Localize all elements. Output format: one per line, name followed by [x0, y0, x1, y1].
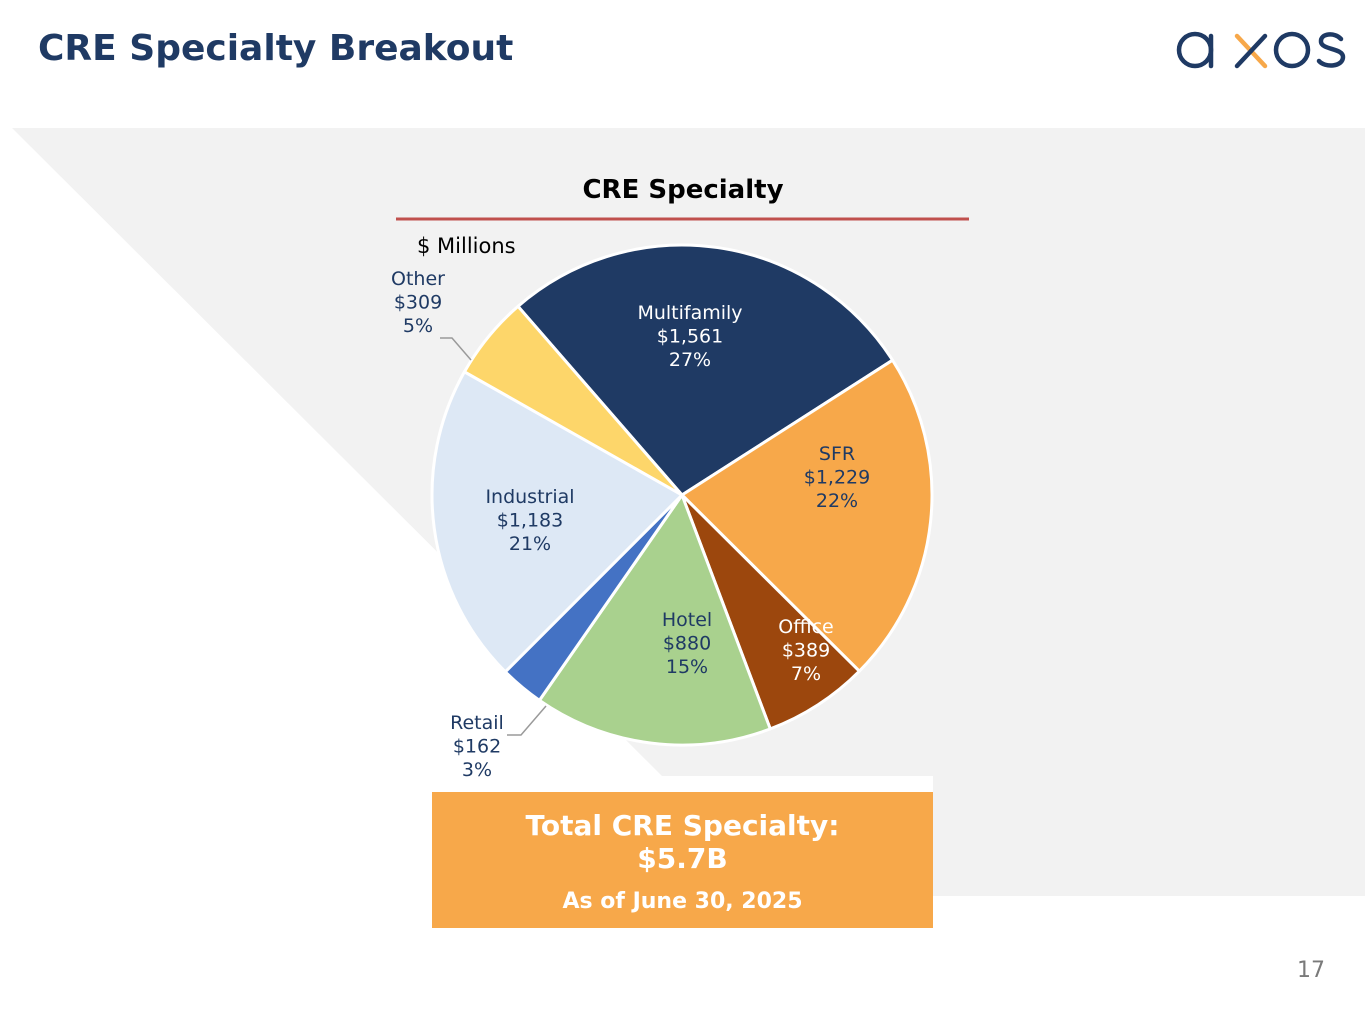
- leader-line-other: [440, 337, 472, 361]
- slice-label-industrial: Industrial $1,183 21%: [485, 486, 574, 555]
- pie-slice-multifamily: [516, 243, 895, 497]
- chart-title: CRE Specialty: [582, 175, 783, 205]
- slice-label-other: Other $309 5%: [391, 268, 445, 337]
- pie-slice-sfr: [680, 358, 934, 673]
- axos-logo: [1176, 31, 1346, 69]
- slice-label-office: Office $389 7%: [778, 616, 833, 685]
- pie-slice-industrial: [430, 370, 684, 674]
- total-callout: Total CRE Specialty: $5.7B As of June 30…: [432, 792, 933, 928]
- pie-slice-office: [680, 493, 861, 731]
- slice-label-hotel: Hotel $880 15%: [662, 609, 712, 678]
- page-title: CRE Specialty Breakout: [38, 28, 514, 69]
- leader-lines: [440, 337, 547, 736]
- slice-label-multifamily: Multifamily $1,561 27%: [637, 302, 742, 371]
- page-number: 17: [1297, 958, 1325, 983]
- leader-line-retail: [507, 705, 547, 736]
- slice-label-sfr: SFR $1,229 22%: [804, 443, 870, 512]
- pie-slices: [430, 243, 934, 747]
- slice-label-retail: Retail $162 3%: [450, 712, 504, 781]
- pie-slice-hotel: [537, 493, 772, 747]
- total-amount: $5.7B: [637, 842, 728, 875]
- total-label: Total CRE Specialty:: [525, 809, 840, 842]
- chart-unit-label: $ Millions: [417, 234, 516, 258]
- slice-labels: Multifamily $1,561 27% SFR $1,229 22% Office $3…: [391, 268, 870, 781]
- pie-slice-other: [462, 304, 684, 497]
- total-date: As of June 30, 2025: [562, 889, 803, 914]
